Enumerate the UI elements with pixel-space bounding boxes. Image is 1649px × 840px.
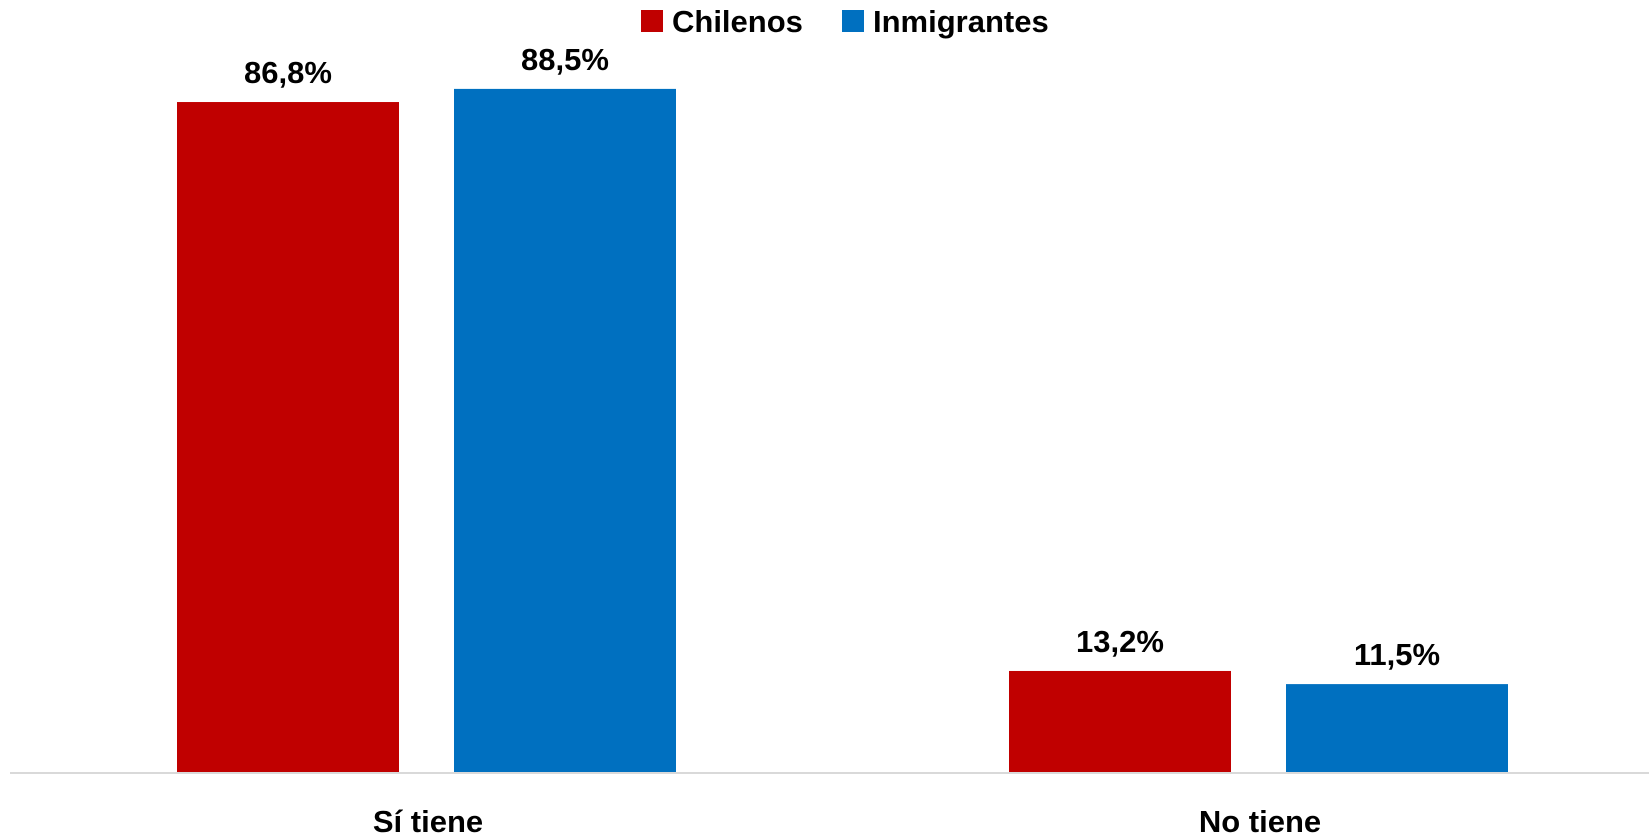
bar-chilenos-0 xyxy=(177,102,399,773)
data-label-inmigrantes-0: 88,5% xyxy=(521,42,609,77)
category-label-no-tiene: No tiene xyxy=(1199,804,1321,839)
legend-item-inmigrantes: Inmigrantes xyxy=(842,4,1049,39)
category-labels: Sí tiene No tiene xyxy=(373,804,1321,839)
category-label-si-tiene: Sí tiene xyxy=(373,804,483,839)
legend-item-chilenos: Chilenos xyxy=(641,4,803,39)
legend-label-inmigrantes: Inmigrantes xyxy=(873,4,1049,39)
bars xyxy=(177,88,1508,773)
legend-label-chilenos: Chilenos xyxy=(672,4,803,39)
bar-inmigrantes-0 xyxy=(454,88,676,773)
legend-swatch-chilenos xyxy=(641,10,663,32)
data-label-chilenos-1: 13,2% xyxy=(1076,624,1164,659)
bar-inmigrantes-1 xyxy=(1286,684,1508,773)
data-label-chilenos-0: 86,8% xyxy=(244,55,332,90)
legend-swatch-inmigrantes xyxy=(842,10,864,32)
data-label-inmigrantes-1: 11,5% xyxy=(1354,637,1440,672)
legend: Chilenos Inmigrantes xyxy=(641,4,1049,39)
value-labels: 86,8% 88,5% 13,2% 11,5% xyxy=(244,42,1440,672)
bar-chilenos-1 xyxy=(1009,670,1231,773)
